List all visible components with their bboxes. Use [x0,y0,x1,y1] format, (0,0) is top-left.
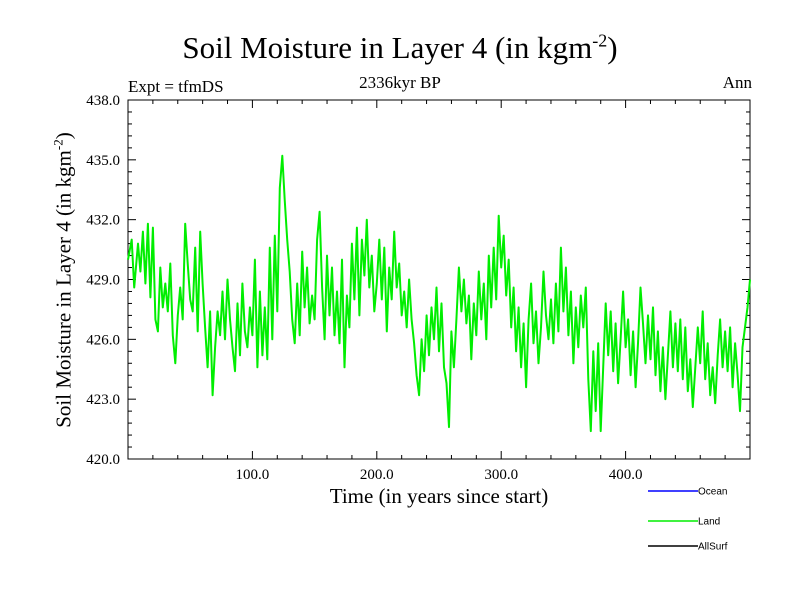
x-tick-label: 400.0 [609,467,643,483]
x-tick-label: 100.0 [236,467,270,483]
y-tick-label: 435.0 [86,153,120,169]
x-axis-label: Time (in years since start) [329,484,549,508]
legend-label-land: Land [698,517,720,528]
y-axis-label-text: Soil Moisture in Layer 4 (in kgm [51,150,76,428]
experiment-label: Expt = tfmDS [128,77,224,96]
chart-title: Soil Moisture in Layer 4 (in kgm-2) [0,30,800,66]
y-axis-label-exponent: -2 [50,139,66,151]
chart-title-text: Soil Moisture in Layer 4 (in kgm [182,30,593,65]
y-tick-label: 420.0 [86,452,120,468]
y-tick-label: 429.0 [86,273,120,289]
y-tick-label: 432.0 [86,213,120,229]
legend-label-ocean: Ocean [698,487,727,498]
x-tick-label: 200.0 [360,467,394,483]
plot-frame [127,99,751,460]
y-axis-label: Soil Moisture in Layer 4 (in kgm-2) [50,132,77,428]
chart-title-exponent: -2 [592,30,608,51]
chart-title-close: ) [607,30,618,65]
chart-subtitle: 2336kyr BP [359,73,441,92]
legend-label-allsurf: AllSurf [698,542,728,553]
y-tick-label: 438.0 [86,93,120,109]
y-axis-label-close: ) [51,132,76,140]
x-tick-label: 300.0 [484,467,518,483]
y-tick-label: 426.0 [86,332,120,348]
season-label: Ann [722,73,752,92]
series-line-land [127,154,751,433]
y-tick-label: 423.0 [86,392,120,408]
